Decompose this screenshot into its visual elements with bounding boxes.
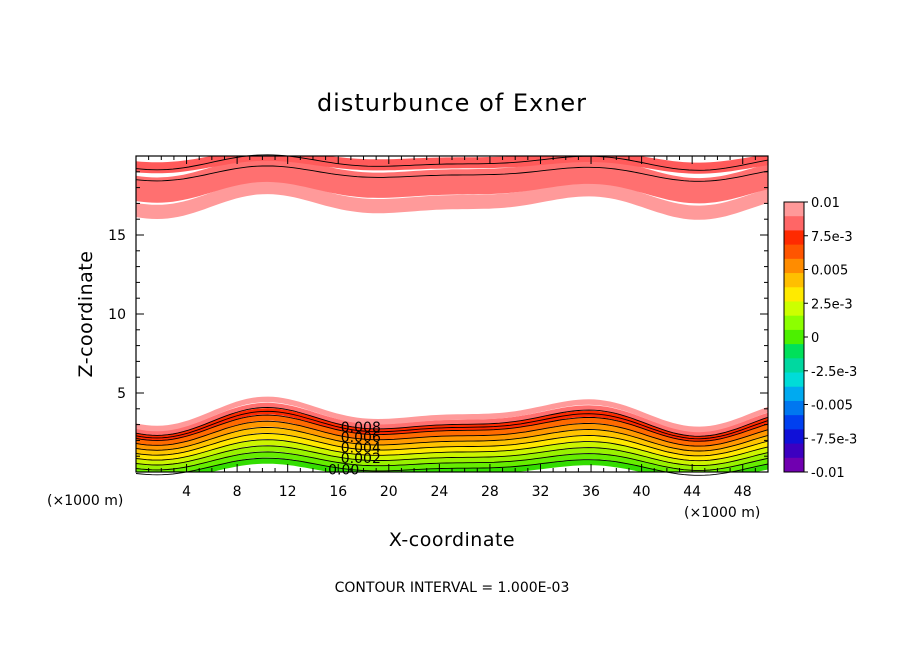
contour-band-bottom (136, 421, 768, 452)
x-tick-label: 16 (329, 484, 347, 500)
chart-title: disturbunce of Exner (317, 89, 587, 117)
colorbar-label: -2.5e-3 (811, 365, 857, 380)
x-tick-label: 4 (182, 484, 191, 500)
colorbar-swatch (784, 202, 804, 217)
colorbar-swatch (784, 358, 804, 374)
x-tick-label: 12 (279, 484, 297, 500)
x-tick-label: 32 (532, 484, 550, 500)
contour-interval-note: CONTOUR INTERVAL = 1.000E-03 (335, 580, 570, 596)
colorbar-swatch (784, 301, 804, 317)
contour-line (135, 407, 769, 437)
contour-line (135, 451, 769, 471)
colorbar-swatch (784, 258, 804, 274)
contour-band-bottom (136, 408, 768, 442)
contour-band-top (136, 156, 768, 174)
x-tick-label: 48 (734, 484, 752, 500)
x-tick-label: 24 (430, 484, 448, 500)
x-unit-label: (×1000 m) (684, 505, 760, 521)
colorbar-swatch (784, 429, 804, 445)
colorbar-label: 7.5e-3 (811, 230, 853, 245)
colorbar-swatch (784, 344, 804, 359)
colorbar-label: 0 (811, 331, 819, 346)
colorbar-swatch (784, 244, 804, 260)
colorbar-swatch (784, 287, 804, 302)
contour-line (135, 410, 769, 440)
contour-line (135, 414, 769, 442)
contour-line (135, 433, 769, 457)
contour-line (135, 439, 769, 462)
contour-line (135, 426, 769, 452)
x-tick-label: 8 (233, 484, 242, 500)
colorbar-swatch (784, 415, 804, 430)
y-unit-label: (×1000 m) (47, 493, 123, 509)
x-tick-label: 28 (481, 484, 499, 500)
colorbar-label: -0.005 (811, 399, 853, 414)
y-tick-label: 10 (108, 307, 126, 323)
colorbar-label: -7.5e-3 (811, 432, 857, 447)
colorbar: 0.01 7.5e-3 0.005 2.5e-3 0 -2.5e-3 -0.005 -7.5e… (783, 196, 857, 481)
contour-band-bottom (136, 452, 768, 472)
contour-label: 0.004 (341, 441, 381, 457)
x-tick-label: 20 (380, 484, 398, 500)
colorbar-swatch (784, 216, 804, 231)
contour-label: 0.00 (328, 463, 359, 479)
colorbar-label: 0.01 (811, 196, 840, 211)
contour-fill (136, 156, 768, 472)
colorbar-swatch (784, 329, 804, 345)
contour-label: 0.008 (341, 420, 381, 436)
contour-band-top (136, 179, 768, 220)
colorbar-swatch (784, 457, 804, 473)
x-axis-ticks: 4 8 12 16 20 24 28 32 36 40 44 48 (148, 156, 756, 500)
colorbar-label: -0.01 (811, 466, 845, 481)
colorbar-label: 2.5e-3 (811, 297, 853, 312)
colorbar-swatch (784, 386, 804, 402)
y-tick-label: 5 (117, 386, 126, 402)
contour-band-bottom (136, 439, 768, 467)
colorbar-swatch (784, 400, 804, 416)
y-axis-label: Z-coordinate (75, 251, 97, 378)
x-tick-label: 44 (683, 484, 701, 500)
contour-band-bottom (136, 458, 768, 472)
contour-band-bottom (136, 402, 768, 437)
y-axis-ticks: 5 10 15 (108, 171, 768, 457)
contour-lines (135, 154, 769, 476)
x-tick-label: 40 (633, 484, 651, 500)
colorbar-swatch (784, 273, 804, 288)
x-tick-label: 36 (582, 484, 600, 500)
x-axis-label: X-coordinate (389, 529, 515, 551)
colorbar-swatch (784, 443, 804, 459)
colorbar-swatch (784, 372, 804, 388)
contour-band-bottom (136, 396, 768, 433)
contour-band-bottom (136, 433, 768, 462)
contour-line (135, 165, 769, 182)
contour-band-bottom (136, 427, 768, 457)
colorbar-swatch (784, 315, 804, 331)
colorbar-label: 0.005 (811, 264, 848, 279)
contour-label: 0.006 (341, 430, 381, 446)
colorbar-swatch (784, 230, 804, 246)
contour-line (135, 154, 769, 171)
contour-label: 0.002 (341, 451, 381, 467)
contour-line (135, 420, 769, 447)
contour-band-bottom (136, 445, 768, 472)
y-tick-label: 15 (108, 228, 126, 244)
contour-line (135, 445, 769, 467)
